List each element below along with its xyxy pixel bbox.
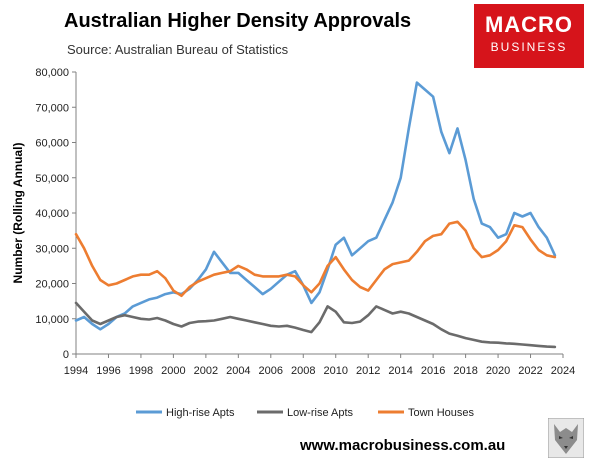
- y-tick-label: 70,000: [35, 102, 69, 114]
- x-tick-label: 1994: [64, 365, 88, 377]
- logo-line-1: MACRO: [484, 12, 574, 37]
- legend-label: High-rise Apts: [166, 407, 235, 419]
- x-tick-label: 2020: [486, 365, 510, 377]
- y-tick-label: 40,000: [35, 208, 69, 220]
- x-tick-label: 2004: [226, 365, 250, 377]
- y-tick-label: 50,000: [35, 173, 69, 185]
- y-tick-label: 60,000: [35, 138, 69, 150]
- x-tick-label: 2024: [551, 365, 575, 377]
- series-line-high-rise-apts: [74, 81, 557, 331]
- wolf-logo-icon: [548, 418, 584, 458]
- x-tick-label: 2006: [259, 365, 283, 377]
- y-tick-label: 10,000: [35, 314, 69, 326]
- series-line-low-rise-apts: [74, 301, 557, 349]
- x-tick-label: 1996: [96, 365, 120, 377]
- y-axis-label: Number (Rolling Annual): [11, 143, 25, 284]
- chart-title: Australian Higher Density Approvals: [64, 10, 412, 32]
- x-tick-label: 2000: [161, 365, 185, 377]
- y-tick-label: 30,000: [35, 243, 69, 255]
- chart-source: Source: Australian Bureau of Statistics: [67, 42, 289, 57]
- x-tick-label: 2018: [453, 365, 477, 377]
- footer-url: www.macrobusiness.com.au: [300, 437, 506, 454]
- macrobusiness-logo: MACRO BUSINESS: [474, 4, 584, 68]
- x-tick-label: 2016: [421, 365, 445, 377]
- logo-line-2: BUSINESS: [490, 40, 568, 54]
- x-tick-label: 1998: [129, 365, 153, 377]
- legend-label: Town Houses: [408, 407, 475, 419]
- y-tick-label: 20,000: [35, 279, 69, 291]
- series-line-town-houses: [74, 220, 557, 298]
- x-tick-label: 2002: [194, 365, 218, 377]
- y-tick-label: 0: [63, 349, 69, 361]
- legend-label: Low-rise Apts: [287, 407, 354, 419]
- x-tick-label: 2012: [356, 365, 380, 377]
- x-tick-label: 2014: [388, 365, 412, 377]
- x-tick-label: 2010: [323, 365, 347, 377]
- y-tick-label: 80,000: [35, 67, 69, 79]
- x-tick-label: 2008: [291, 365, 315, 377]
- x-tick-label: 2022: [518, 365, 542, 377]
